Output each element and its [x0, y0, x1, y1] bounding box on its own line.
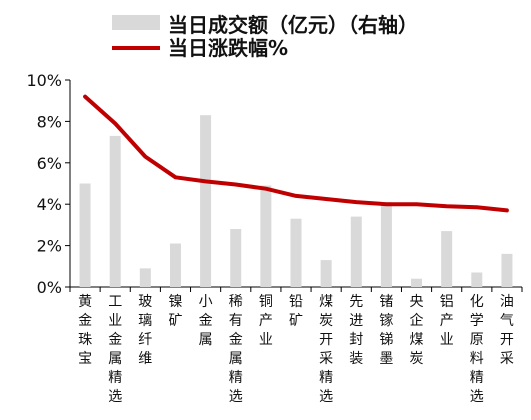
bar — [230, 229, 242, 287]
y-tick-label: 2% — [37, 237, 62, 256]
x-tick-label: 稀有金属精选 — [229, 294, 243, 405]
x-tick-label: 镍矿 — [169, 294, 183, 329]
bar — [109, 135, 121, 287]
bar — [471, 272, 483, 287]
x-tick-label: 铅矿 — [289, 294, 303, 329]
x-tick-label: 化学原料精选 — [470, 294, 484, 405]
x-tick-label: 工业金属精选 — [108, 294, 122, 405]
x-tick-label: 铝产业 — [440, 294, 454, 348]
x-tick-label: 铜产业 — [259, 294, 273, 348]
x-tick-label: 油气开采 — [500, 294, 514, 367]
bar — [139, 268, 151, 287]
bar — [411, 278, 423, 287]
legend: 当日成交额（亿元）（右轴） 当日涨跌幅% — [112, 13, 418, 60]
bar — [169, 243, 181, 287]
bar — [501, 253, 513, 287]
bar — [380, 202, 392, 287]
bar — [290, 218, 302, 287]
legend-label-line: 当日涨跌幅% — [168, 36, 288, 60]
bar — [320, 260, 332, 287]
x-tick-label: 锗镓锑墨 — [379, 294, 393, 367]
bar — [200, 115, 212, 287]
x-tick-label: 先进封装 — [349, 294, 363, 367]
bar — [79, 183, 91, 287]
x-tick-label: 煤炭开采精选 — [319, 294, 333, 405]
series-line — [83, 94, 509, 213]
y-tick-label: 10% — [26, 71, 62, 90]
bar — [350, 216, 362, 287]
y-tick-label: 6% — [37, 154, 62, 173]
y-tick-label: 0% — [37, 278, 62, 297]
bar — [441, 231, 453, 287]
legend-label-bar: 当日成交额（亿元）（右轴） — [168, 13, 418, 37]
x-tick-label: 央企煤炭 — [410, 294, 424, 367]
bar — [260, 185, 272, 287]
x-tick-label: 黄金珠宝 — [78, 293, 92, 367]
x-tick-label: 玻璃纤维 — [138, 294, 152, 367]
y-tick-label: 8% — [37, 112, 62, 131]
x-tick-label: 小金属 — [199, 294, 213, 348]
legend-swatch-bar — [112, 15, 160, 30]
y-tick-label: 4% — [37, 195, 62, 214]
plot-area: 0% 2% 4% 6% 8% 10% 黄金珠宝 工业金属精选 玻璃纤维 镍矿 小金属 稀有金属精选 铜产… — [26, 71, 523, 405]
